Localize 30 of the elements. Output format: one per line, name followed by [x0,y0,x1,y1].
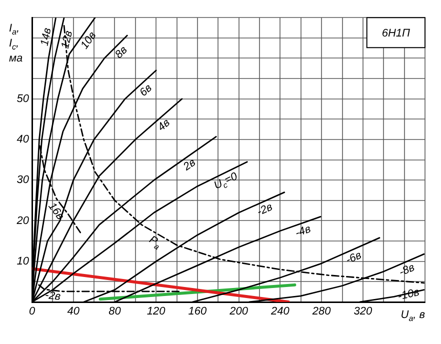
x-tick-label: 80 [108,306,122,318]
text: 16в [46,200,66,222]
text: 10в [78,29,99,52]
text: -2в [44,289,62,303]
text: Pа [147,234,162,252]
x-tick-label: 320 [354,306,374,318]
text: 6Н1П [382,28,410,40]
text: 8в [112,44,130,61]
x-tick-label: 200 [228,306,249,318]
text: -6в [344,249,364,267]
y-tick-label: 20 [16,214,30,227]
y-tick-label: 40 [16,134,30,146]
text: 4в [156,116,173,134]
x-tick-label: 0 [28,306,36,318]
text: 6в [138,82,155,99]
y-tick-label: 30 [16,174,30,186]
y-tick-label: 50 [16,92,30,105]
x-tick-label: 280 [311,306,332,318]
text: 12в [59,29,76,50]
y-tick-label: 10 [16,255,30,268]
text: -2в [255,201,275,218]
text: -4в [294,223,313,240]
x-tick-label: 160 [188,306,208,318]
x-tick-label: 40 [67,306,80,318]
text: 14в [38,26,54,47]
text: 2в [180,156,198,174]
x-tick-label: 240 [270,306,290,318]
x-tick-label: 120 [146,306,166,318]
text: -8в [397,261,417,279]
text: Uс=0 [212,170,240,192]
